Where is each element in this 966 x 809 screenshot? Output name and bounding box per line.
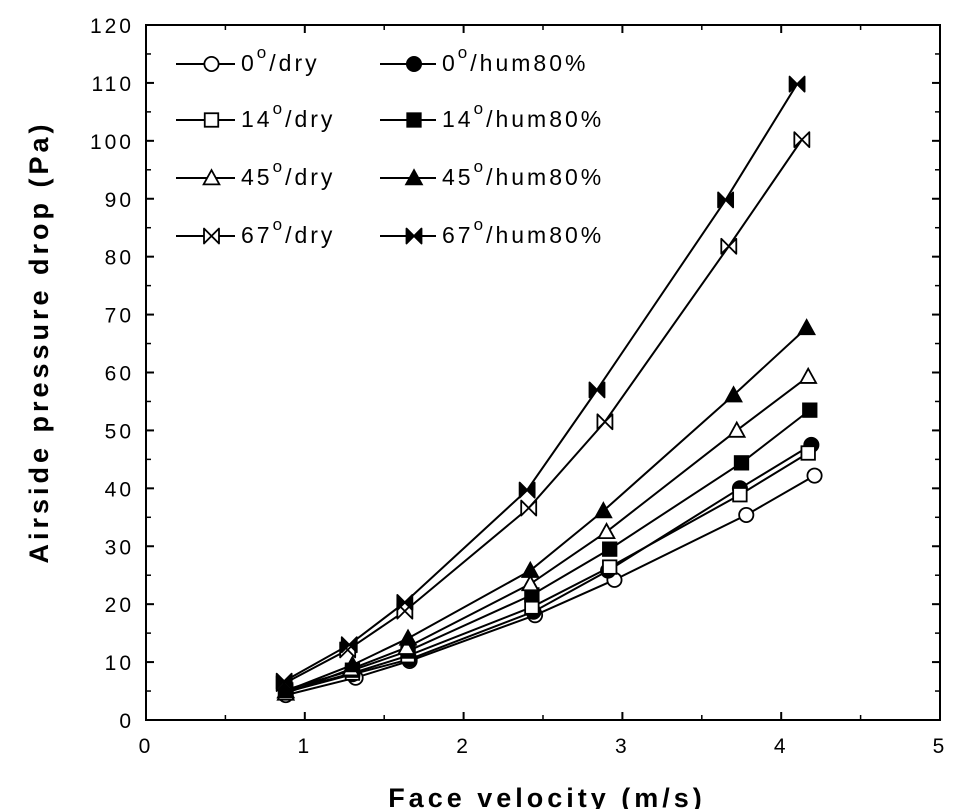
data-point	[518, 481, 536, 499]
legend-label: 45o/hum80%	[442, 157, 604, 190]
legend-marker	[405, 55, 423, 73]
series-line	[285, 474, 816, 697]
x-tick-label: 5	[933, 735, 948, 758]
y-tick-label: 80	[105, 247, 134, 270]
data-point	[602, 541, 618, 557]
data-point	[602, 559, 618, 575]
legend-label: 14o/hum80%	[442, 99, 604, 132]
legend-marker	[404, 168, 424, 186]
data-point	[806, 467, 823, 484]
legend-marker	[202, 168, 221, 186]
y-tick-label: 100	[90, 131, 134, 154]
y-tick-label: 20	[105, 594, 134, 617]
data-point	[793, 131, 811, 149]
y-tick-label: 50	[105, 420, 134, 443]
legend-label: 67o/hum80%	[442, 215, 604, 248]
data-point	[727, 420, 747, 438]
series-line	[285, 327, 808, 692]
data-point	[397, 637, 416, 655]
y-tick-label: 70	[105, 305, 134, 328]
x-axis-title: Face velocity (m/s)	[388, 783, 706, 809]
data-point	[520, 560, 540, 578]
legend-marker	[203, 112, 220, 128]
data-point	[343, 655, 362, 673]
data-point	[588, 381, 606, 399]
legend: 0o/dry 0o/hum80% 14o/dry 14o/hum80% 45o/dry 4…	[176, 43, 604, 248]
y-tick-label: 60	[105, 363, 134, 386]
y-tick-label: 10	[105, 652, 134, 675]
data-point	[720, 237, 738, 255]
data-point	[520, 499, 538, 517]
data-point	[398, 628, 418, 646]
legend-marker	[406, 112, 422, 128]
x-tick-label: 2	[456, 735, 471, 758]
y-tick-label: 120	[90, 15, 134, 38]
x-tick-label: 4	[774, 735, 789, 758]
legend-label: 0o/hum80%	[442, 43, 588, 76]
y-tick-label: 30	[105, 536, 134, 559]
x-tick-label: 1	[297, 735, 312, 758]
series-line	[285, 444, 812, 694]
y-axis-title: Airside pressure drop (Pa)	[24, 120, 54, 563]
data-point	[732, 487, 748, 503]
x-tick-label: 0	[139, 735, 154, 758]
legend-marker	[203, 55, 220, 73]
data-point	[396, 594, 414, 611]
y-tick-label: 110	[92, 73, 134, 96]
data-point	[733, 455, 750, 471]
data-point	[798, 366, 818, 384]
data-point	[738, 506, 755, 523]
data-point	[275, 672, 293, 690]
legend-marker	[203, 227, 220, 245]
data-point	[788, 75, 806, 93]
data-point	[797, 318, 817, 336]
data-point	[520, 574, 540, 592]
y-tick-label: 90	[105, 189, 134, 212]
x-tick-label: 3	[615, 735, 630, 758]
data-point	[800, 445, 816, 461]
data-point	[340, 636, 358, 654]
data-point	[802, 402, 818, 418]
series-line	[285, 409, 811, 691]
legend-label: 14o/dry	[241, 99, 335, 132]
data-point	[724, 385, 743, 403]
data-point	[593, 501, 613, 519]
series-line	[285, 375, 809, 695]
y-tick-label: 40	[105, 478, 134, 501]
series-markers	[275, 75, 823, 704]
y-tick-label: 0	[119, 710, 134, 733]
legend-label: 45o/dry	[241, 157, 335, 190]
legend-label: 67o/dry	[241, 215, 335, 248]
data-point	[596, 413, 614, 431]
data-point	[717, 191, 735, 209]
legend-marker	[405, 227, 423, 245]
legend-label: 0o/dry	[241, 43, 320, 76]
data-point	[597, 522, 616, 540]
